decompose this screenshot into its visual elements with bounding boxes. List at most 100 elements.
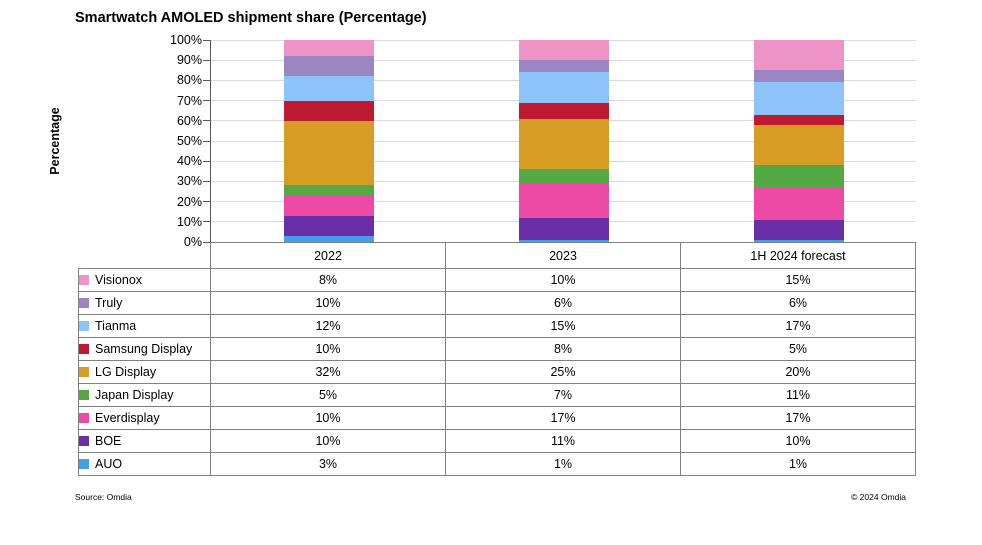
value-cell: 15% <box>680 268 916 292</box>
legend-swatch-icon <box>79 390 89 400</box>
bar-segment-lg-display <box>518 118 609 170</box>
table-row: LG Display 32% 25% 20% <box>78 360 916 384</box>
bar-segment-visionox <box>518 40 609 61</box>
bar-segment-samsung-display <box>518 102 609 119</box>
y-tick-label: 10% <box>176 214 202 229</box>
table-header-cell: 2023 <box>445 242 681 269</box>
series-label-cell: BOE <box>78 429 211 453</box>
data-table: 2022 2023 1H 2024 forecast Visionox 8% 10% 15%… <box>78 242 916 476</box>
bar-segment-samsung-display <box>283 100 374 121</box>
bar-segment-visionox <box>753 40 844 70</box>
bar-segment-boe <box>753 220 844 241</box>
bar-segment-truly <box>518 60 609 73</box>
y-axis-tick <box>203 160 210 162</box>
y-axis-tick <box>203 241 210 243</box>
table-header-cell: 1H 2024 forecast <box>680 242 916 269</box>
table-header-row: 2022 2023 1H 2024 forecast <box>79 242 916 269</box>
value-cell: 5% <box>680 337 916 361</box>
value-cell: 17% <box>445 406 681 430</box>
y-tick-label: 0% <box>183 235 202 249</box>
y-axis-tick <box>203 100 210 102</box>
bar-segment-tianma <box>283 76 374 101</box>
value-cell: 1% <box>680 452 916 476</box>
bar-segment-auo <box>283 235 374 242</box>
table-row: Japan Display 5% 7% 11% <box>78 383 916 407</box>
series-label-cell: LG Display <box>78 360 211 384</box>
legend-swatch-icon <box>79 321 89 331</box>
y-tick-label: 100% <box>170 33 202 47</box>
bar-segment-boe <box>283 215 374 236</box>
y-tick-label: 70% <box>176 93 202 108</box>
value-cell: 7% <box>445 383 681 407</box>
legend-swatch-icon <box>79 459 89 469</box>
y-axis-tick <box>203 140 210 142</box>
table-row: Samsung Display 10% 8% 5% <box>78 337 916 361</box>
value-cell: 10% <box>210 429 446 453</box>
series-label-cell: AUO <box>78 452 211 476</box>
y-axis-label: Percentage <box>48 107 62 175</box>
y-tick-label: 60% <box>176 113 202 128</box>
copyright-note: © 2024 Omdia <box>851 492 906 502</box>
y-axis-tick <box>203 180 210 182</box>
series-label-cell: Visionox <box>78 268 211 292</box>
legend-swatch-icon <box>79 275 89 285</box>
value-cell: 10% <box>680 429 916 453</box>
table-header-cell: 2022 <box>210 242 446 269</box>
bar-segment-lg-display <box>283 120 374 186</box>
stacked-bar-2023 <box>518 40 609 242</box>
value-cell: 10% <box>210 291 446 315</box>
y-tick-label: 50% <box>176 134 202 148</box>
y-axis-tick <box>203 201 210 203</box>
y-tick-label: 80% <box>176 73 202 88</box>
bar-segment-everdisplay <box>753 186 844 221</box>
bar-segment-samsung-display <box>753 115 844 126</box>
bar-segment-everdisplay <box>518 183 609 218</box>
table-corner-cell <box>79 243 211 269</box>
bar-segment-lg-display <box>753 125 844 165</box>
table-row: Visionox 8% 10% 15% <box>78 268 916 292</box>
series-name: Everdisplay <box>95 411 160 425</box>
value-cell: 17% <box>680 406 916 430</box>
y-tick-label: 30% <box>176 174 202 189</box>
bar-segment-boe <box>518 217 609 240</box>
value-cell: 10% <box>210 337 446 361</box>
bar-segment-visionox <box>283 40 374 57</box>
value-cell: 10% <box>445 268 681 292</box>
value-cell: 25% <box>445 360 681 384</box>
y-tick-label: 20% <box>176 194 202 209</box>
series-label-cell: Tianma <box>78 314 211 338</box>
series-label-cell: Japan Display <box>78 383 211 407</box>
bar-segment-everdisplay <box>283 195 374 216</box>
series-name: AUO <box>95 457 123 471</box>
table-row: BOE 10% 11% 10% <box>78 429 916 453</box>
bar-segment-japan-display <box>283 185 374 196</box>
series-name: BOE <box>95 434 122 448</box>
series-name: LG Display <box>95 365 157 379</box>
series-name: Truly <box>95 296 123 310</box>
value-cell: 15% <box>445 314 681 338</box>
stacked-bar-2022 <box>283 40 374 242</box>
series-name: Visionox <box>95 273 143 287</box>
value-cell: 17% <box>680 314 916 338</box>
data-table-body: 2022 2023 1H 2024 forecast Visionox 8% 10% 15%… <box>78 242 916 476</box>
value-cell: 1% <box>445 452 681 476</box>
table-row: Tianma 12% 15% 17% <box>78 314 916 338</box>
table-row: Everdisplay 10% 17% 17% <box>78 406 916 430</box>
y-axis-tick <box>203 79 210 81</box>
table-row: AUO 3% 1% 1% <box>78 452 916 476</box>
y-tick-label: 40% <box>176 154 202 169</box>
value-cell: 12% <box>210 314 446 338</box>
bar-segment-truly <box>753 69 844 82</box>
stacked-bar-1h-2024-forecast <box>753 40 844 242</box>
source-note: Source: Omdia <box>75 492 132 502</box>
y-axis-tick <box>203 39 210 41</box>
plot-area: 0% 10% 20% 30% 40% 50% 60% 70% 80% 90% 100% <box>170 33 916 249</box>
y-axis-tick <box>203 59 210 61</box>
bar-segment-truly <box>283 56 374 77</box>
y-tick-label: 90% <box>176 53 202 68</box>
value-cell: 11% <box>680 383 916 407</box>
value-cell: 6% <box>445 291 681 315</box>
series-label-cell: Truly <box>78 291 211 315</box>
bar-segment-auo <box>518 239 609 242</box>
